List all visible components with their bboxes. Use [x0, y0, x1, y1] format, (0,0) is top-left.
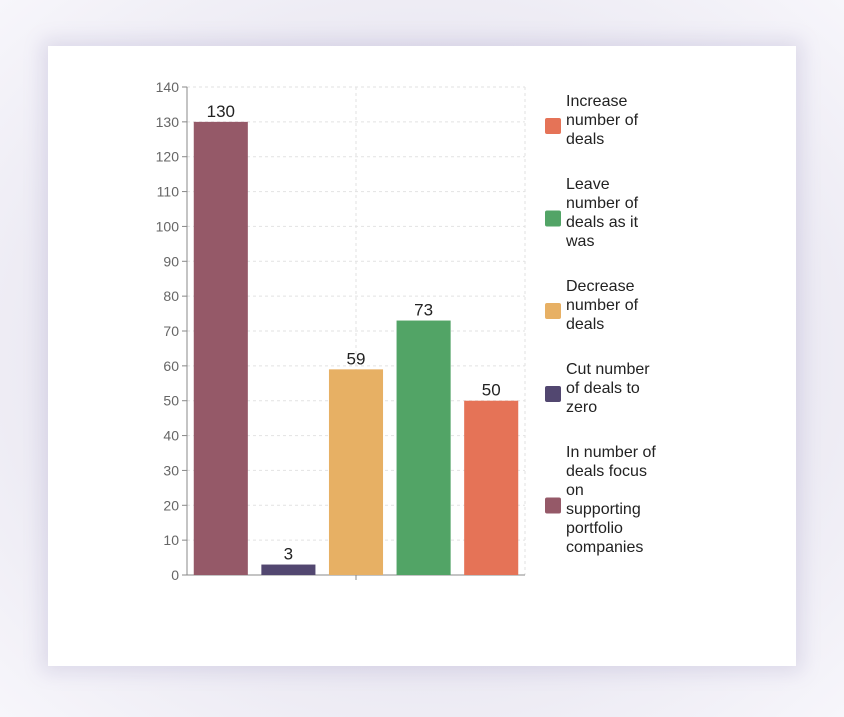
y-tick-label: 100	[156, 218, 180, 234]
bar	[396, 320, 451, 575]
y-tick-label: 120	[156, 149, 180, 165]
y-tick-label: 60	[163, 358, 179, 374]
bar-value-label: 130	[207, 102, 235, 121]
bar-value-label: 59	[347, 349, 366, 368]
bars	[193, 121, 519, 575]
legend: Increase number of deals Leave number of deal…	[545, 93, 656, 556]
legend-item: Increase number of deals	[545, 93, 639, 148]
bar-value-label: 50	[482, 381, 501, 400]
legend-label: Cut number of deals to zero	[566, 361, 650, 416]
legend-swatch	[545, 386, 561, 402]
bar	[328, 369, 384, 575]
y-tick-label: 90	[163, 253, 179, 269]
y-tick-label: 40	[163, 428, 179, 444]
y-tick-label: 30	[163, 462, 179, 478]
data-labels: 130 3 59 73 50	[207, 102, 501, 564]
legend-label: Decrease number of deals	[566, 278, 639, 333]
legend-swatch	[545, 118, 561, 134]
y-tick-label: 110	[157, 184, 180, 200]
y-tick-label: 0	[171, 567, 179, 583]
bar-value-label: 73	[414, 301, 433, 320]
y-tick-label: 50	[163, 393, 179, 409]
y-tick-label: 140	[156, 79, 180, 95]
legend-item: Cut number of deals to zero	[545, 361, 650, 416]
bar	[261, 564, 316, 575]
legend-swatch	[545, 210, 561, 227]
legend-label: In number of deals focus on supporting portf…	[566, 444, 656, 556]
legend-label: Leave number of deals as it was	[565, 176, 639, 250]
y-tick-label: 80	[163, 288, 179, 304]
legend-swatch	[545, 497, 561, 514]
y-tick-label: 70	[163, 323, 179, 339]
y-tick-label: 130	[156, 114, 180, 130]
legend-item: Leave number of deals as it was	[545, 176, 639, 250]
legend-label: Increase number of deals	[566, 93, 639, 148]
y-tick-label: 20	[163, 497, 179, 513]
bar	[464, 400, 519, 575]
legend-item: Decrease number of deals	[545, 278, 639, 333]
y-tick-label: 10	[163, 532, 179, 548]
y-axis-ticks: 0 10 20 30 40 50 60 70 80 90 100 110 120 130 140	[156, 79, 187, 583]
bar	[193, 121, 248, 575]
legend-item: In number of deals focus on supporting portf…	[545, 444, 656, 556]
legend-swatch	[545, 303, 561, 319]
bar-value-label: 3	[284, 545, 293, 564]
